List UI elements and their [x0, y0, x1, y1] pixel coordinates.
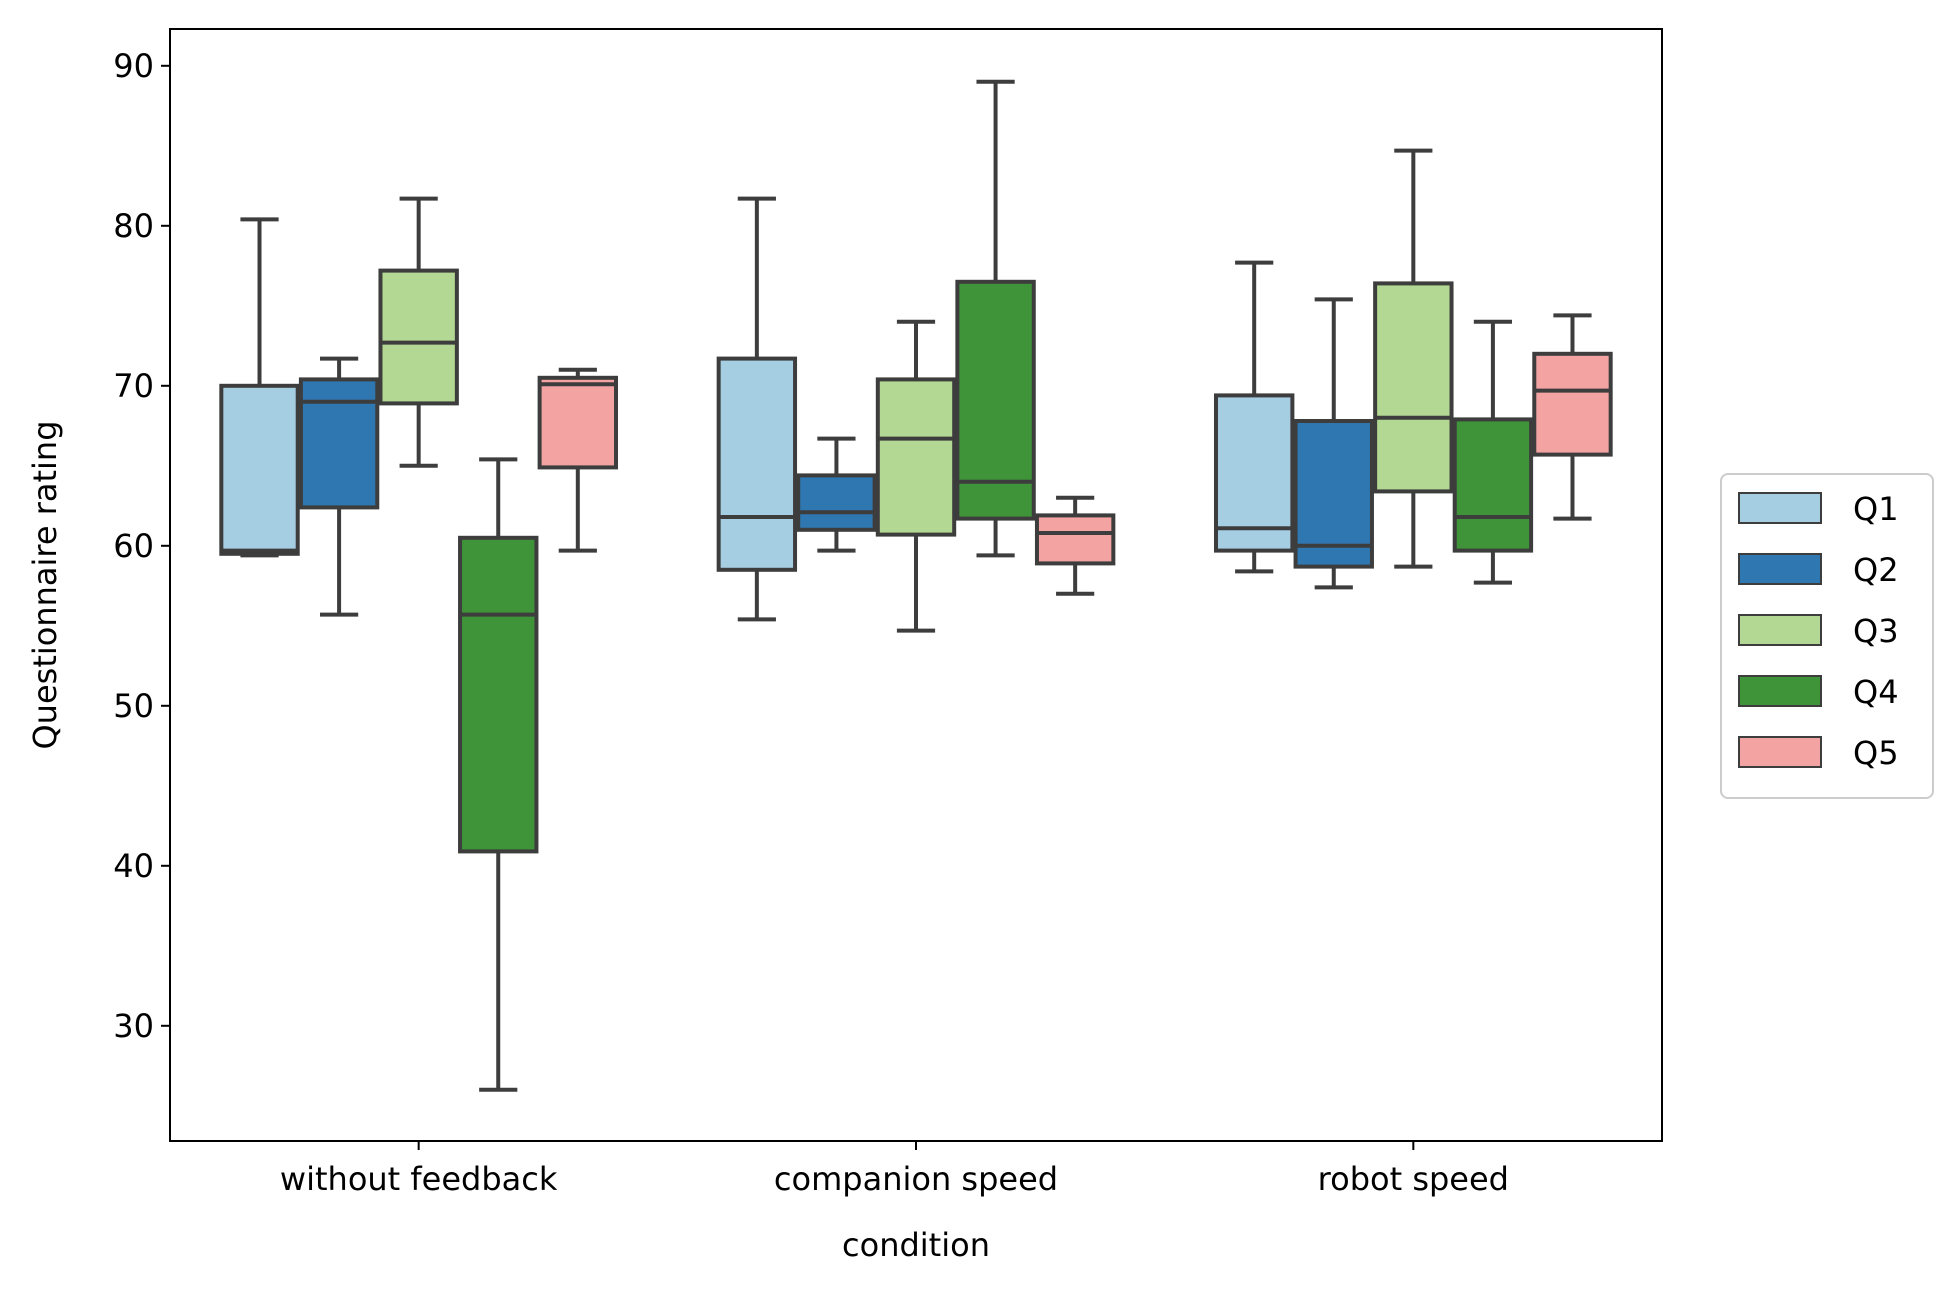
box-body — [1373, 281, 1454, 494]
y-tick-label: 70 — [113, 367, 154, 405]
box-q1-1 — [716, 196, 798, 622]
y-tick-label: 60 — [113, 527, 154, 565]
legend-label-q4: Q4 — [1853, 673, 1899, 711]
box-body — [1452, 417, 1534, 553]
y-tick-label: 30 — [113, 1007, 154, 1045]
box-body — [716, 356, 798, 572]
box-q2-0 — [298, 356, 380, 617]
box-body — [1034, 513, 1116, 566]
box-q2-1 — [796, 436, 877, 553]
x-tick-label: robot speed — [1318, 1160, 1509, 1198]
box-q5-2 — [1532, 313, 1613, 521]
box-body — [1293, 419, 1374, 569]
box-body — [1532, 351, 1613, 457]
box-q3-2 — [1373, 148, 1454, 569]
y-axis-ticks: 30 40 50 60 70 80 90 — [113, 47, 170, 1045]
y-tick-label: 90 — [113, 47, 154, 85]
box-q4-1 — [955, 79, 1036, 558]
x-tick-label: without feedback — [280, 1160, 558, 1198]
legend-label-q1: Q1 — [1853, 490, 1899, 528]
box-body — [537, 375, 619, 470]
box-q1-2 — [1213, 260, 1295, 574]
box-q4-2 — [1452, 319, 1534, 585]
legend-swatch-q3 — [1738, 614, 1822, 646]
box-body — [378, 268, 459, 406]
box-q2-2 — [1293, 297, 1374, 590]
legend-swatch-q4 — [1738, 675, 1822, 707]
y-tick-label: 40 — [113, 847, 154, 885]
box-q5-1 — [1034, 495, 1116, 596]
box-body — [1213, 393, 1295, 553]
y-tick-label: 50 — [113, 687, 154, 725]
box-body — [298, 377, 380, 510]
box-q4-0 — [458, 457, 539, 1092]
legend: Q1 Q2 Q3 Q4 Q5 — [1720, 473, 1934, 799]
x-tick-label: companion speed — [774, 1160, 1058, 1198]
box-q3-0 — [378, 196, 459, 468]
y-axis-label: Questionnaire rating — [26, 420, 64, 749]
legend-label-q3: Q3 — [1853, 612, 1899, 650]
x-axis-label: condition — [842, 1226, 990, 1264]
legend-swatch-q1 — [1738, 492, 1822, 524]
legend-swatch-q5 — [1738, 736, 1822, 768]
plot-frame — [169, 28, 1663, 1142]
legend-swatch-q2 — [1738, 553, 1822, 585]
x-axis-ticks: without feedback companion speed robot spe… — [280, 1141, 1509, 1198]
box-q3-1 — [875, 319, 957, 633]
legend-label-q2: Q2 — [1853, 551, 1899, 589]
box-body — [458, 535, 539, 854]
y-tick-label: 80 — [113, 207, 154, 245]
legend-label-q5: Q5 — [1853, 734, 1899, 772]
box-body — [796, 473, 877, 532]
box-q5-0 — [537, 367, 619, 553]
box-body — [875, 377, 957, 537]
box-q1-0 — [219, 217, 300, 558]
box-body — [219, 383, 300, 556]
box-series-group — [219, 79, 1613, 1092]
box-body — [955, 279, 1036, 521]
